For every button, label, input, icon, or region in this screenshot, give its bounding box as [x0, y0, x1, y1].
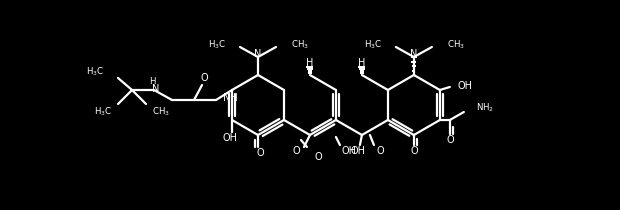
Text: O: O — [376, 146, 384, 156]
Text: OH: OH — [350, 146, 365, 156]
Text: O: O — [256, 148, 264, 158]
Text: H$_3$C: H$_3$C — [208, 39, 226, 51]
Text: H: H — [358, 58, 366, 68]
Text: O: O — [410, 146, 418, 156]
Text: N: N — [410, 49, 418, 59]
Text: H: H — [306, 58, 314, 68]
Text: NH: NH — [223, 93, 237, 103]
Text: O: O — [292, 146, 300, 156]
Text: OH: OH — [342, 146, 357, 156]
Text: N: N — [153, 84, 160, 94]
Text: OH: OH — [458, 81, 473, 91]
Text: H: H — [149, 77, 155, 87]
Text: H$_3$C: H$_3$C — [94, 106, 112, 118]
Text: N: N — [254, 49, 262, 59]
Text: O: O — [446, 135, 454, 145]
Text: O: O — [200, 73, 208, 83]
Text: O: O — [314, 152, 322, 162]
Text: NH$_2$: NH$_2$ — [476, 102, 494, 114]
Text: H$_3$C: H$_3$C — [86, 66, 104, 78]
Text: CH$_3$: CH$_3$ — [152, 106, 170, 118]
Text: CH$_3$: CH$_3$ — [447, 39, 465, 51]
Text: H$_3$C: H$_3$C — [364, 39, 382, 51]
Text: OH: OH — [223, 133, 237, 143]
Text: CH$_3$: CH$_3$ — [291, 39, 309, 51]
